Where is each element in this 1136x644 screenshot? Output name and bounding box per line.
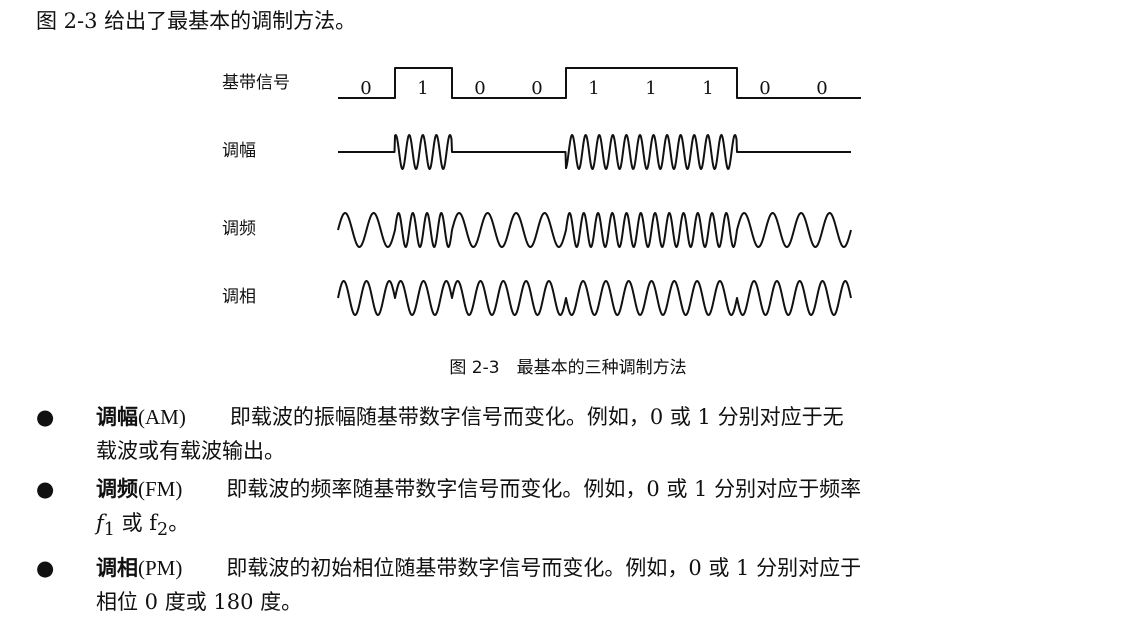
figure-caption: 图 2-3 最基本的三种调制方法 — [449, 358, 687, 378]
desc-am: 即载波的振幅随基带数字信号而变化。例如，0 或 1 分别对应于无 — [229, 405, 844, 429]
bit-4: 0 — [531, 78, 543, 99]
freq-sub-2: 2 — [157, 520, 169, 541]
bit-6: 1 — [645, 78, 657, 99]
term-fm: 调频 — [96, 477, 138, 501]
term-am: 调幅 — [96, 405, 138, 429]
am-signal — [337, 134, 852, 170]
term-pm: 调相 — [96, 556, 138, 581]
desc-pm-cont: 相位 0 度或 180 度。 — [96, 590, 303, 615]
label-baseband: 基带信号 — [222, 73, 290, 93]
list-item-fm: ● 调频(FM) 即载波的频率随基带数字信号而变化。例如，0 或 1 分别对应于频… — [36, 472, 1116, 547]
freq-symbol: f — [96, 511, 104, 535]
bit-5: 1 — [588, 78, 600, 99]
waveform-canvas — [337, 67, 861, 316]
intro-text: 图 2-3 给出了最基本的调制方法。 — [36, 9, 357, 33]
definition-list: ● 调幅(AM) 即载波的振幅随基带数字信号而变化。例如，0 或 1 分别对应于无… — [36, 400, 1116, 623]
desc-am-cont: 载波或有载波输出。 — [96, 439, 285, 463]
bit-9: 0 — [816, 78, 828, 99]
pm-signal — [337, 280, 852, 316]
bit-3: 0 — [474, 78, 486, 99]
abbr-am: (AM) — [138, 405, 186, 429]
baseband-signal — [338, 67, 861, 99]
freq-end: 。 — [168, 511, 190, 535]
label-am: 调幅 — [222, 141, 256, 161]
label-fm: 调频 — [222, 219, 256, 239]
list-item-am: ● 调幅(AM) 即载波的振幅随基带数字信号而变化。例如，0 或 1 分别对应于无… — [36, 400, 1116, 468]
abbr-fm: (FM) — [138, 477, 183, 501]
bit-2: 1 — [417, 78, 429, 99]
fm-signal — [337, 212, 852, 248]
desc-pm: 即载波的初始相位随基带数字信号而变化。例如，0 或 1 分别对应于 — [226, 556, 862, 581]
modulation-figure: 基带信号 调幅 调频 调相 0 1 0 0 1 1 1 0 0 图 2-3 最基… — [222, 67, 861, 378]
freq-or: 或 f — [114, 511, 158, 535]
list-item-pm: ● 调相(PM) 即载波的初始相位随基带数字信号而变化。例如，0 或 1 分别对应… — [36, 551, 1116, 619]
bullet-icon: ● — [36, 405, 55, 429]
bit-1: 0 — [360, 78, 372, 99]
bit-7: 1 — [702, 78, 714, 99]
bit-8: 0 — [759, 78, 771, 99]
bullet-icon: ● — [36, 477, 55, 501]
bullet-icon: ● — [36, 556, 55, 581]
desc-fm: 即载波的频率随基带数字信号而变化。例如，0 或 1 分别对应于频率 — [226, 477, 862, 501]
abbr-pm: (PM) — [138, 556, 183, 581]
label-pm: 调相 — [222, 287, 256, 307]
freq-sub-1: 1 — [103, 520, 115, 541]
